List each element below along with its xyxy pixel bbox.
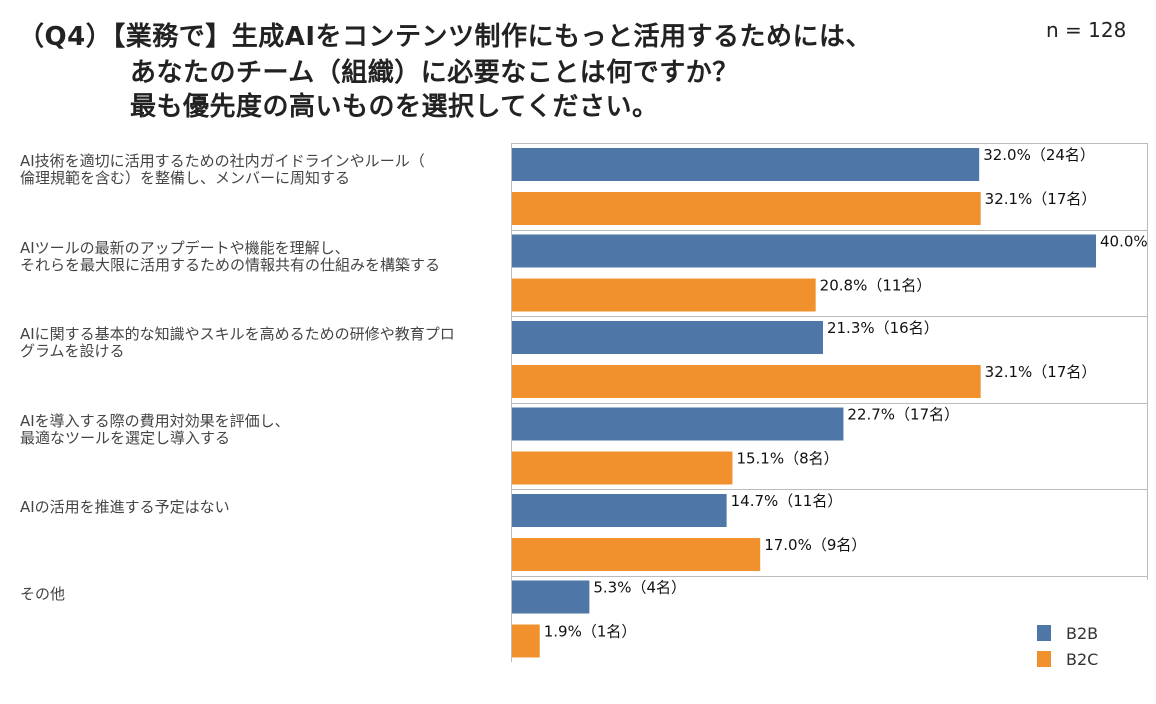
data-label-b2c-4: 17.0%（9名） (764, 536, 866, 554)
data-label-b2c-2: 32.1%（17名） (985, 363, 1097, 381)
category-label-1: AIツールの最新のアップデートや機能を理解し、 それらを最大限に活用するための情報… (20, 240, 500, 274)
chart-title-line-2: あなたのチーム（組織）に必要なことは何ですか？ (130, 58, 739, 88)
category-label-line: その他 (20, 585, 66, 603)
category-label-line: 最適なツールを選定し導入する (20, 429, 231, 447)
bar-b2b-0 (512, 148, 980, 181)
legend-label-b2c: B2C (1066, 650, 1099, 669)
data-label-b2b-3: 22.7%（17名） (847, 406, 959, 424)
category-label-line: AIの活用を推進する予定はない (20, 498, 230, 516)
bar-b2c-2 (512, 365, 981, 398)
bar-b2b-1 (512, 234, 1096, 268)
data-label-b2b-4: 14.7%（11名） (731, 492, 843, 510)
category-label-4: AIの活用を推進する予定はない (20, 499, 500, 516)
category-label-line: グラムを設ける (20, 342, 125, 360)
bar-b2b-2 (512, 321, 823, 354)
category-label-5: その他 (20, 586, 500, 603)
data-label-b2c-5: 1.9%（1名） (544, 623, 637, 641)
bar-b2c-5 (512, 624, 540, 658)
category-label-line: AIツールの最新のアップデートや機能を理解し、 (20, 239, 350, 257)
bar-b2c-3 (512, 451, 733, 485)
data-label-b2c-3: 15.1%（8名） (736, 450, 838, 468)
data-label-b2b-0: 32.0%（24名） (983, 146, 1095, 164)
bar-b2b-4 (512, 494, 727, 527)
chart-title-line-3: 最も優先度の高いものを選択してください。 (130, 92, 659, 122)
legend-swatch-b2c (1037, 651, 1051, 667)
data-label-b2b-1: 40.0% (1100, 233, 1148, 251)
bar-b2c-0 (512, 192, 981, 225)
category-label-0: AI技術を適切に活用するための社内ガイドラインやルール（ 倫理規範を含む）を整備し… (20, 153, 500, 187)
category-label-line: AI技術を適切に活用するための社内ガイドラインやルール（ (20, 152, 425, 170)
bar-b2b-3 (512, 407, 844, 441)
legend-swatch-b2b (1037, 625, 1051, 641)
sample-size-label: n = 128 (1046, 18, 1127, 42)
bar-b2c-4 (512, 538, 761, 571)
category-label-line: それらを最大限に活用するための情報共有の仕組みを構築する (20, 256, 441, 274)
bar-b2c-1 (512, 278, 816, 312)
bar-b2b-5 (512, 580, 590, 614)
legend-label-b2b: B2B (1066, 624, 1099, 643)
data-label-b2b-2: 21.3%（16名） (827, 319, 939, 337)
chart-title-line-1: （Q4）【業務で】生成AIをコンテンツ制作にもっと活用するためには、 (18, 22, 872, 52)
data-label-b2c-1: 20.8%（11名） (820, 277, 932, 295)
category-label-line: AIに関する基本的な知識やスキルを高めるための研修や教育プロ (20, 325, 455, 343)
category-label-line: AIを導入する際の費用対効果を評価し、 (20, 412, 290, 430)
category-label-line: 倫理規範を含む）を整備し、メンバーに周知する (20, 169, 351, 187)
data-label-b2b-5: 5.3%（4名） (593, 579, 686, 597)
category-label-2: AIに関する基本的な知識やスキルを高めるための研修や教育プロ グラムを設ける (20, 326, 500, 360)
data-label-b2c-0: 32.1%（17名） (985, 190, 1097, 208)
category-label-3: AIを導入する際の費用対効果を評価し、 最適なツールを選定し導入する (20, 413, 500, 447)
